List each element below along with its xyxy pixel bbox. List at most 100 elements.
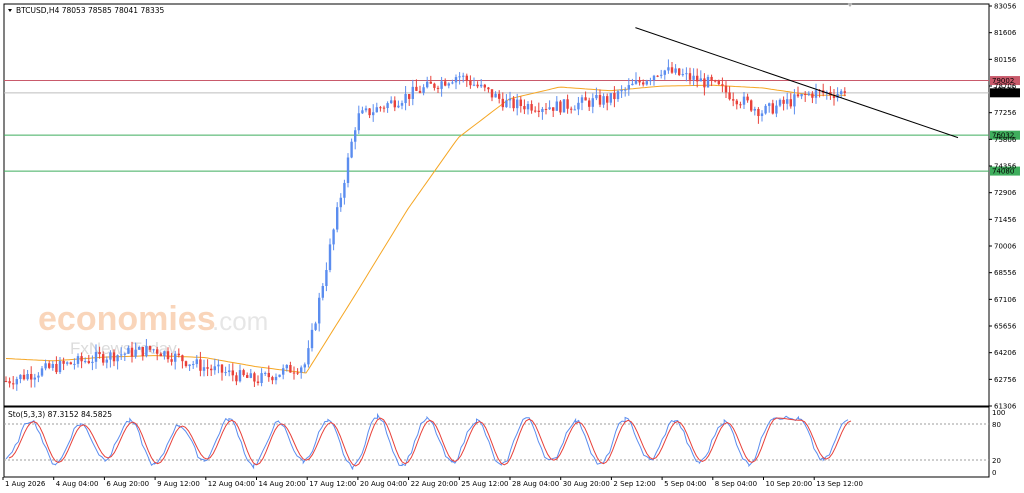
resistance-level-tag: [990, 76, 1020, 86]
bear-candle: [210, 368, 213, 371]
support-level-tag: [990, 130, 1020, 140]
price-tick-label: 81606: [994, 29, 1017, 37]
bear-candle: [199, 359, 202, 371]
bull-candle: [350, 141, 353, 158]
bull-candle: [768, 103, 771, 106]
bull-candle: [753, 108, 756, 111]
bull-candle: [127, 347, 130, 354]
bull-candle: [426, 81, 429, 88]
bear-candle: [159, 353, 162, 357]
bear-candle: [48, 363, 51, 368]
bull-candle: [706, 76, 710, 88]
bear-candle: [537, 110, 540, 112]
bull-candle: [548, 107, 551, 110]
bull-candle: [120, 354, 123, 356]
bear-candle: [721, 84, 724, 86]
bull-candle: [580, 97, 584, 103]
bull-candle: [649, 80, 652, 82]
bull-candle: [354, 130, 357, 142]
bull-candle: [195, 359, 198, 365]
bull-candle: [793, 94, 796, 107]
time-axis: 1 Aug 2026 4 Aug 04:00 6 Aug 20:00 9 Aug 12…: [2, 477, 863, 488]
bull-candle: [300, 367, 303, 373]
bull-candle: [40, 368, 44, 376]
bull-candle: [577, 102, 580, 110]
bull-candle: [145, 345, 148, 357]
bear-candle: [130, 347, 134, 357]
bear-candle: [843, 91, 846, 93]
bull-candle: [321, 286, 324, 298]
bear-candle: [487, 87, 490, 90]
bull-candle: [573, 109, 576, 111]
time-tick-label: 10 Sep 20:00: [766, 480, 813, 488]
bull-candle: [105, 359, 108, 363]
bear-candle: [80, 356, 83, 362]
bear-candle: [112, 352, 116, 362]
bull-candle: [364, 108, 368, 111]
bull-candle: [51, 363, 54, 368]
bull-candle: [26, 373, 29, 380]
bull-candle: [800, 93, 803, 97]
price-tick-label: 80156: [994, 56, 1017, 64]
trendline-layer[interactable]: [635, 27, 959, 139]
bear-candle: [656, 75, 659, 77]
bull-candle: [15, 379, 18, 385]
watermark: economies .com FxNewsToday: [38, 300, 268, 358]
price-tick-label: 75806: [994, 136, 1017, 144]
bull-candle: [760, 113, 764, 117]
price-tick-label: 67106: [994, 296, 1017, 304]
bear-candle: [98, 352, 101, 355]
time-tick-label: 4 Aug 04:00: [56, 480, 99, 488]
bear-candle: [598, 94, 602, 105]
bull-candle: [652, 75, 656, 81]
stochastic-tick-label: 0: [992, 469, 996, 477]
bull-candle: [516, 99, 519, 109]
bear-candle: [789, 99, 792, 107]
bear-candle: [519, 99, 522, 107]
price-axis: 83056 81606 80156 78706 77256 75806 74356 72906…: [989, 3, 1017, 411]
bear-candle: [703, 78, 706, 88]
bear-candle: [22, 374, 26, 380]
bull-candle: [332, 229, 335, 245]
bull-candle: [404, 93, 407, 104]
bear-candle: [566, 99, 569, 109]
support-level-tag: [990, 166, 1020, 176]
levels-layer: 7900276032740807853078335: [4, 76, 1020, 176]
price-tick-label: 71456: [994, 216, 1017, 224]
bear-candle: [408, 93, 411, 99]
bull-candle: [508, 98, 512, 101]
bull-candle: [328, 244, 332, 271]
bear-candle: [267, 372, 270, 378]
bull-candle: [224, 372, 227, 374]
bear-candle: [534, 110, 537, 112]
price-tick-label: 70006: [994, 243, 1017, 251]
bull-candle: [123, 353, 126, 355]
bear-candle: [710, 76, 713, 81]
bear-candle: [501, 98, 504, 108]
bear-candle: [433, 83, 436, 88]
bear-candle: [12, 383, 15, 385]
bear-candle: [8, 381, 11, 384]
bull-candle: [775, 105, 778, 114]
bear-candle: [544, 108, 548, 110]
bear-candle: [678, 68, 681, 76]
bull-candle: [361, 110, 364, 114]
bull-candle: [472, 84, 476, 86]
bear-candle: [296, 372, 299, 374]
main-chart-frame: [3, 3, 990, 407]
bear-candle: [102, 354, 105, 363]
candles-layer: [4, 59, 846, 391]
dropdown-triangle-icon[interactable]: [8, 9, 12, 12]
bull-candle: [692, 75, 695, 80]
bear-candle: [771, 103, 774, 114]
bull-candle: [454, 77, 458, 83]
time-tick-label: 12 Aug 04:00: [208, 480, 255, 488]
bear-candle: [490, 89, 494, 98]
scroll-marker-icon[interactable]: [847, 3, 853, 7]
bull-candle: [591, 98, 594, 107]
bear-candle: [746, 96, 749, 101]
bear-candle: [483, 84, 486, 88]
bull-candle: [645, 81, 648, 85]
bull-candle: [346, 157, 350, 183]
